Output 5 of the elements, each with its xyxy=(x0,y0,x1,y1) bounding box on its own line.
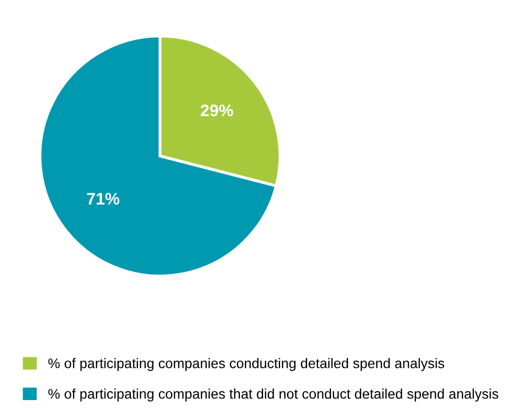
legend-label: % of participating companies conducting detailed spend analysis xyxy=(48,358,444,371)
data-label: 29% xyxy=(200,104,234,116)
legend-label: % of participating companies that did not conduct detailed spend analysis xyxy=(48,388,498,402)
pie-slice xyxy=(38,34,278,278)
data-label: 71% xyxy=(87,192,120,205)
